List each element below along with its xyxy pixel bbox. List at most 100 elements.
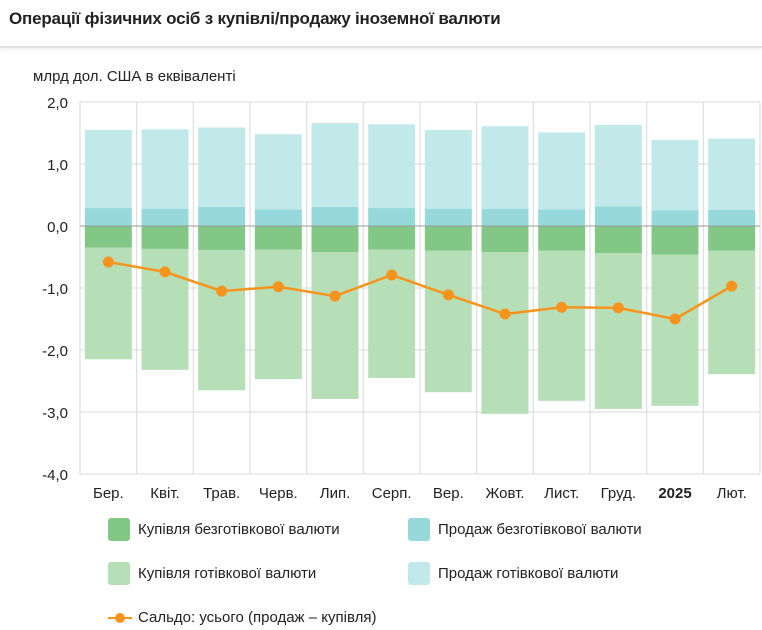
bar-cash-sale [481,126,529,209]
balance-point [102,256,114,268]
balance-point [272,281,284,293]
x-axis-ticks: Бер. Квіт. Трав. Черв. Лип. Серп. Вер. Жовт. Лис… [93,485,747,502]
balance-point [386,269,398,281]
bar-noncash-purchase [708,226,756,251]
bar-cash-purchase [254,249,302,380]
legend-label: Купівля безготівкової валюти [138,521,340,538]
bar-cash-sale [311,123,359,207]
bar-cash-sale [254,134,302,210]
legend-label: Сальдо: усього (продаж – купівля) [138,609,377,626]
x-tick-label: Груд. [601,485,636,502]
legend-swatch [108,562,130,585]
y-axis-ticks: 2,0 1,0 0,0 -1,0 -2,0 -3,0 -4,0 [42,95,68,484]
bar-noncash-sale [651,210,699,226]
bar-cash-purchase [481,252,529,414]
bar-cash-sale [651,139,699,211]
x-tick-label: Трав. [203,485,240,502]
y-tick-label: -1,0 [42,281,68,298]
bar-noncash-purchase [481,226,529,253]
legend-item-cash-sale: Продаж готівкової валюти [408,562,618,585]
bar-noncash-sale [481,208,529,226]
bar-noncash-purchase [198,226,246,251]
y-tick-label: -3,0 [42,405,68,422]
bar-cash-purchase [651,254,699,406]
x-tick-label: Бер. [93,485,124,502]
bar-cash-purchase [368,249,416,378]
bar-noncash-sale [368,208,416,226]
bar-noncash-sale [141,208,189,226]
balance-point [556,301,568,313]
y-axis-unit-label: млрд дол. США в еквіваленті [33,68,236,85]
legend: Купівля безготівкової валюти Продаж безг… [108,518,708,628]
balance-point [669,313,681,325]
bar-noncash-purchase [651,226,699,255]
bar-noncash-purchase [84,226,132,248]
legend-label: Продаж безготівкової валюти [438,521,642,538]
y-tick-label: -4,0 [42,467,68,484]
x-tick-label: Жовт. [485,485,524,502]
bar-noncash-purchase [594,226,642,254]
x-tick-label: Вер. [433,485,464,502]
legend-item-noncash-purchase: Купівля безготівкової валюти [108,518,340,541]
bar-noncash-purchase [254,226,302,250]
bar-noncash-sale [594,206,642,226]
balance-point [726,280,738,292]
balance-point [159,266,171,278]
bar-noncash-sale [198,206,246,226]
bar-cash-sale [424,129,472,209]
bar-noncash-sale [311,206,359,226]
chart-title: Операції фізичних осіб з купівлі/продажу… [9,9,501,28]
y-tick-label: 0,0 [47,219,68,236]
bar-cash-purchase [311,252,359,399]
balance-line-path [108,260,733,321]
y-tick-label: 2,0 [47,95,68,112]
bar-noncash-sale [84,208,132,226]
y-tick-label: 1,0 [47,157,68,174]
balance-point [499,308,511,320]
bar-cash-sale [141,129,189,209]
bar-noncash-purchase [141,226,189,249]
bar-cash-purchase [424,250,472,393]
legend-label: Купівля готівкової валюти [138,565,317,582]
y-tick-label: -2,0 [42,343,68,360]
bar-cash-sale [198,127,246,207]
bar-noncash-sale [254,209,302,226]
bar-noncash-sale [424,208,472,226]
bar-noncash-sale [538,209,586,226]
bar-cash-sale [368,124,416,209]
chart: 2,0 1,0 0,0 -1,0 -2,0 -3,0 -4,0 Бер. Квіт. Трав.… [42,95,761,502]
bar-noncash-purchase [424,226,472,251]
bar-cash-purchase [198,250,246,391]
bar-cash-sale [538,132,586,210]
x-tick-label: Лют. [717,485,747,502]
grid [79,101,761,475]
bar-cash-sale [708,138,756,210]
legend-label: Продаж готівкової валюти [438,565,619,582]
bar-cash-purchase [708,250,756,375]
legend-item-balance: Сальдо: усього (продаж – купівля) [108,606,376,629]
balance-point [442,289,454,301]
bar-noncash-sale [708,209,756,226]
x-tick-label: Серп. [372,485,412,502]
bar-cash-purchase [594,253,642,409]
bars [84,123,756,414]
bar-noncash-purchase [311,226,359,253]
legend-line-marker-icon [108,606,132,629]
balance-point [612,302,624,314]
x-tick-label: 2025 [658,485,691,502]
balance-point [329,290,341,302]
bar-cash-sale [84,129,132,209]
legend-swatch [408,562,430,585]
header: Операції фізичних осіб з купівлі/продажу… [0,0,762,48]
x-tick-label: Лист. [544,485,579,502]
legend-swatch [108,518,130,541]
legend-swatch [408,518,430,541]
x-tick-label: Черв. [259,485,298,502]
x-tick-label: Лип. [320,485,351,502]
bar-noncash-purchase [538,226,586,251]
balance-point [216,285,228,297]
bar-cash-sale [594,124,642,207]
bar-cash-purchase [538,250,586,401]
balance-line [102,256,738,325]
legend-item-cash-purchase: Купівля готівкової валюти [108,562,316,585]
